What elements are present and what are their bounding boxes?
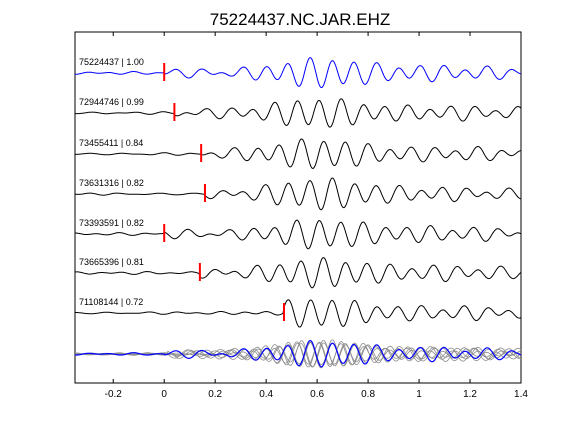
trace-line-73631316 bbox=[74, 177, 522, 211]
trace-label: 73393591 | 0.82 bbox=[79, 218, 144, 228]
x-tick-label: 1 bbox=[416, 389, 422, 400]
x-axis-ticks: -0.2 0 0.2 0.4 0.6 0.8 1 1.2 1.4 bbox=[105, 32, 528, 400]
trace-label: 71108144 | 0.72 bbox=[79, 297, 143, 307]
stack-trace-73631316 bbox=[74, 339, 522, 369]
x-tick-label: 1.4 bbox=[514, 389, 528, 400]
trace-line-73665396 bbox=[74, 257, 522, 289]
x-tick-label: 0.8 bbox=[361, 389, 375, 400]
x-tick-label: 0.2 bbox=[208, 389, 222, 400]
x-tick-label: 0.4 bbox=[259, 389, 273, 400]
x-tick-label: -0.2 bbox=[105, 389, 123, 400]
trace-line-73455411 bbox=[75, 138, 522, 170]
trace-line-72944746 bbox=[75, 98, 522, 128]
trace-line-73393591 bbox=[75, 219, 522, 250]
stack-trace-reference bbox=[75, 339, 522, 368]
stacked-overlay bbox=[74, 339, 522, 369]
x-tick-label: 0.6 bbox=[310, 389, 324, 400]
trace-label: 73631316 | 0.82 bbox=[79, 178, 144, 188]
trace-line-71108144 bbox=[75, 299, 522, 328]
trace-label: 72944746 | 0.99 bbox=[79, 97, 144, 107]
x-tick-label: 1.2 bbox=[463, 389, 477, 400]
stack-trace-73393591 bbox=[75, 341, 522, 368]
waveform-traces: 75224437 | 1.00 72944746 | 0.99 73455411 |… bbox=[74, 57, 522, 328]
trace-label: 73665396 | 0.81 bbox=[79, 257, 144, 267]
trace-label: 75224437 | 1.00 bbox=[79, 57, 144, 67]
x-tick-label: 0 bbox=[161, 389, 167, 400]
trace-label: 73455411 | 0.84 bbox=[79, 138, 143, 148]
plot-frame bbox=[74, 31, 522, 384]
chart-title: 75224437.NC.JAR.EHZ bbox=[210, 10, 390, 29]
trace-line-75224437 bbox=[74, 57, 522, 88]
